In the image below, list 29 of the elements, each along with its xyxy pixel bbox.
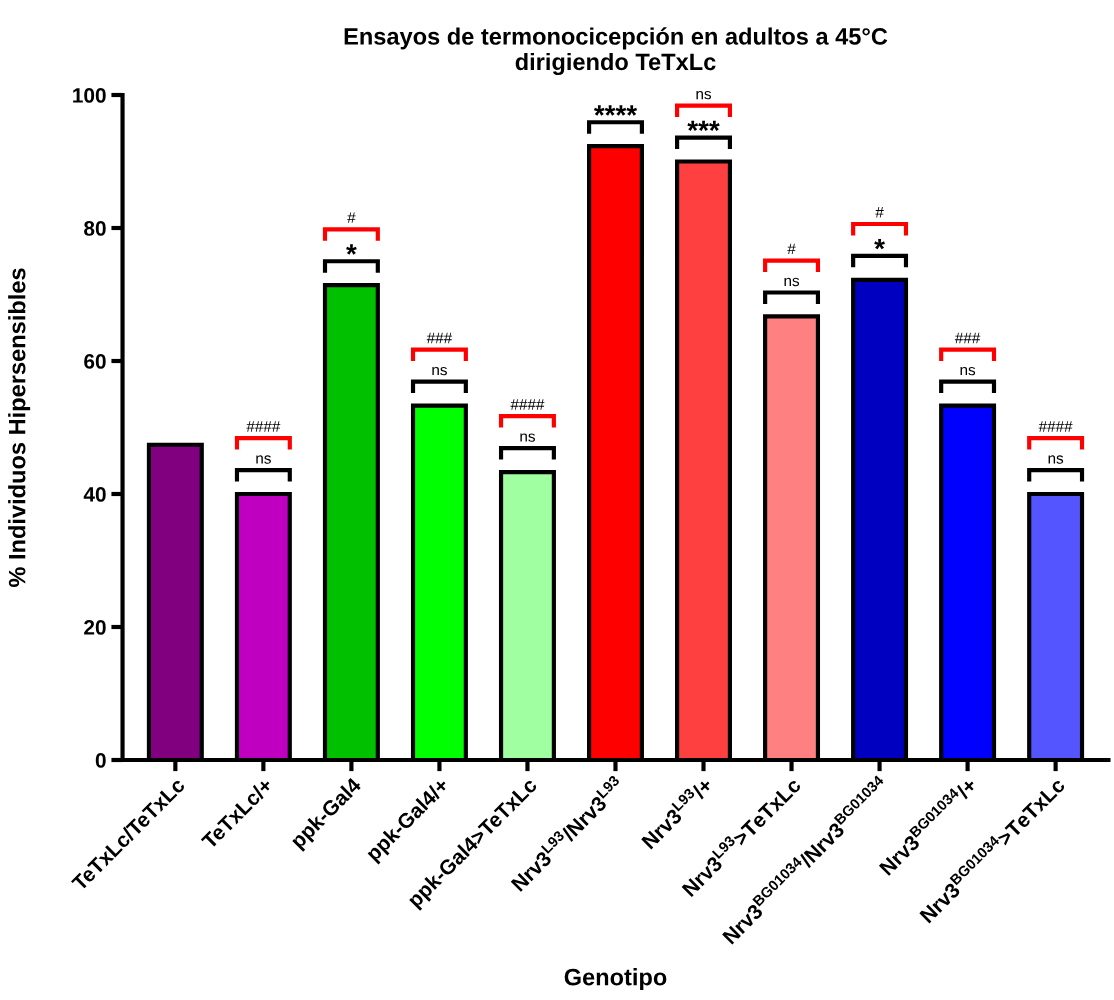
annotation: #### xyxy=(1038,421,1073,432)
annotation: ns xyxy=(960,366,976,376)
x-tick-label: Nrv3$^{L93}$/+ xyxy=(638,774,714,850)
y-tick-label: 80 xyxy=(84,221,106,236)
annotation: ns xyxy=(784,277,800,287)
x-axis-title: Genotipo xyxy=(564,968,667,991)
annotation: ### xyxy=(426,332,453,344)
y-tick-label: 60 xyxy=(84,354,106,369)
annotation: #### xyxy=(510,399,545,410)
y-tick-label: 0 xyxy=(95,753,106,768)
y-axis-title: % Individuos Hipersensibles xyxy=(8,268,31,587)
annotation: *** xyxy=(687,120,720,131)
annotation: # xyxy=(347,212,356,223)
annotation: ns xyxy=(520,433,535,442)
annotation: ns xyxy=(696,90,712,100)
annotation: ns xyxy=(256,455,271,464)
annotation: ### xyxy=(954,332,981,344)
annotation: ns xyxy=(1048,455,1064,464)
chart-title: Ensayos de termonocicepción en adultos a 45°C dirigiendo TeTxLc xyxy=(344,27,888,75)
annotation: ns xyxy=(432,366,447,376)
annotation: #### xyxy=(246,421,281,432)
annotation: # xyxy=(787,243,796,255)
annotation: * xyxy=(874,239,885,250)
y-tick-label: 20 xyxy=(84,620,106,635)
y-tick-label: 40 xyxy=(83,487,106,502)
annotation: **** xyxy=(593,105,638,116)
y-tick-label: 100 xyxy=(73,88,106,103)
annotation: # xyxy=(875,207,884,218)
annotation: * xyxy=(346,244,357,255)
